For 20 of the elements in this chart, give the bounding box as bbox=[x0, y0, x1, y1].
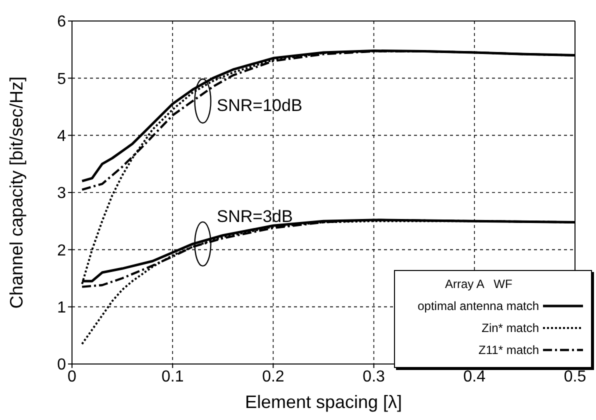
annotation: SNR=3dB bbox=[216, 206, 293, 226]
x-tick-label: 0.2 bbox=[262, 368, 284, 386]
annotation: SNR=10dB bbox=[216, 96, 302, 116]
y-tick-label: 0 bbox=[57, 356, 66, 374]
y-tick-label: 1 bbox=[57, 300, 66, 317]
x-tick-label: 0.4 bbox=[463, 368, 486, 386]
legend-label: optimal antenna match bbox=[418, 299, 539, 313]
legend-label: Z11* match bbox=[478, 343, 539, 357]
y-tick-label: 4 bbox=[57, 128, 66, 146]
y-tick-label: 6 bbox=[57, 14, 66, 31]
legend-title: Array A WF bbox=[445, 277, 514, 291]
x-tick-label: 0.1 bbox=[161, 368, 184, 386]
y-tick-label: 2 bbox=[57, 242, 66, 260]
y-tick-label: 5 bbox=[57, 70, 66, 88]
legend-label: Zin* match bbox=[482, 321, 539, 335]
y-tick-label: 3 bbox=[57, 185, 66, 202]
y-axis-title: Channel capacity [bit/sec/Hz] bbox=[6, 76, 26, 309]
x-axis-title: Element spacing [λ] bbox=[244, 392, 402, 412]
x-tick-label: 0.3 bbox=[362, 368, 386, 386]
x-tick-label: 0.5 bbox=[564, 368, 586, 386]
